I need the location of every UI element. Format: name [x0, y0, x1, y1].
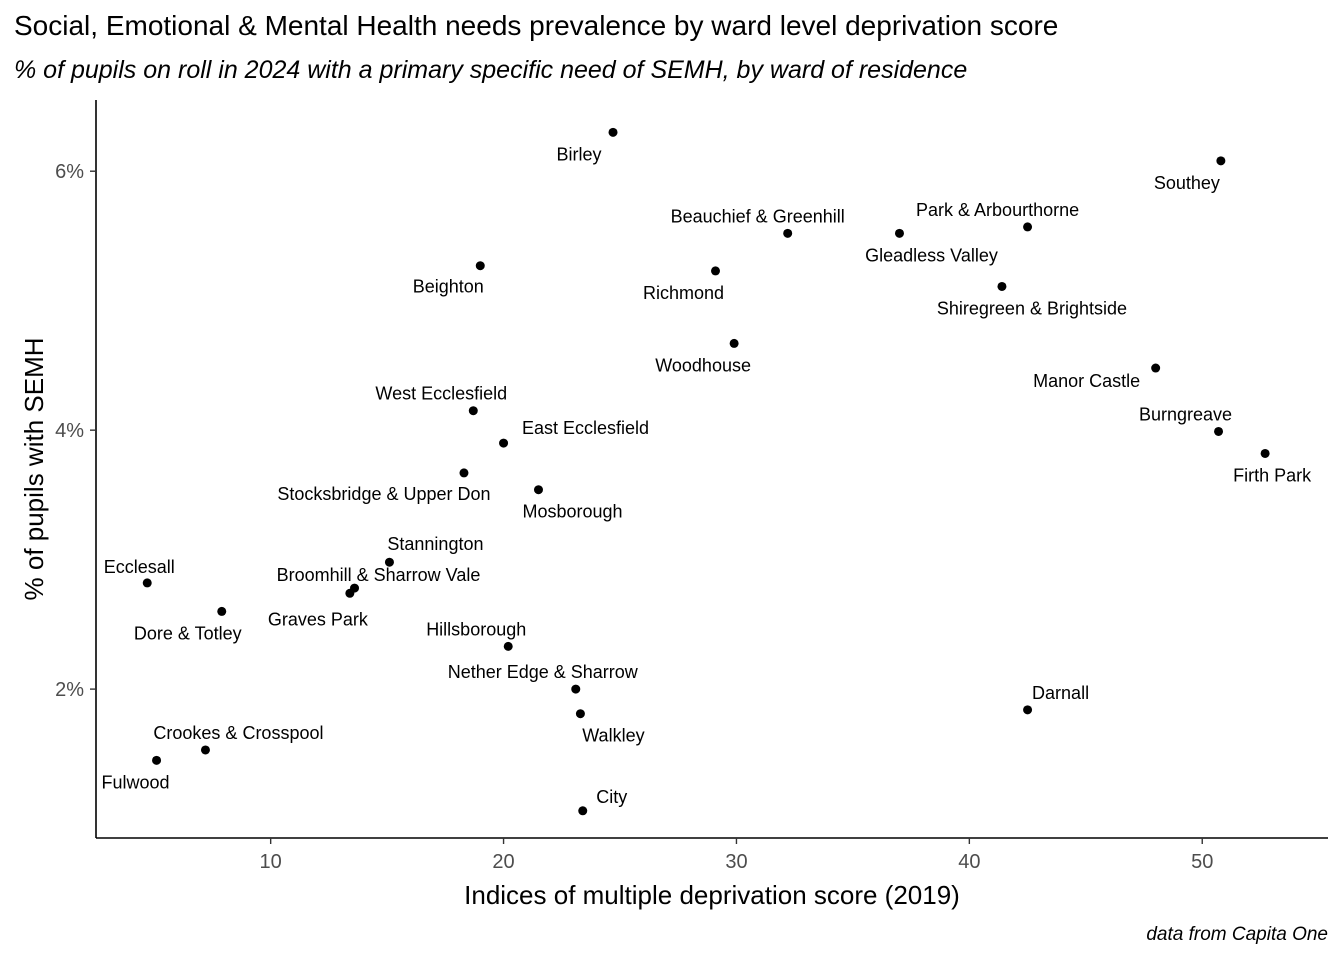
data-point: [152, 755, 162, 765]
data-point: [217, 606, 227, 616]
data-point: [1151, 363, 1161, 373]
point-label: Walkley: [582, 726, 644, 746]
x-axis-title: Indices of multiple deprivation score (2…: [464, 880, 960, 910]
data-point: [468, 406, 478, 416]
data-point: [533, 485, 543, 495]
point-label: Darnall: [1032, 683, 1089, 703]
point-label: Mosborough: [522, 502, 622, 522]
x-tick-label: 10: [260, 851, 282, 873]
chart-caption: data from Capita One: [1146, 924, 1328, 945]
data-point: [1260, 448, 1270, 458]
y-tick-label: 4%: [55, 420, 84, 442]
data-point: [384, 557, 394, 567]
axes: 10 20 30 40 50 2% 4% 6%: [55, 100, 1328, 873]
data-point: [710, 266, 720, 276]
point-label: Stocksbridge & Upper Don: [277, 484, 490, 504]
point-label: Beauchief & Greenhill: [671, 206, 845, 226]
data-point: [503, 641, 513, 651]
data-point: [475, 261, 485, 271]
point-label: Shiregreen & Brightside: [937, 298, 1127, 318]
data-point: [997, 281, 1007, 291]
data-point: [578, 806, 588, 816]
data-point: [499, 438, 509, 448]
data-point: [200, 745, 210, 755]
data-point: [783, 228, 793, 238]
data-point: [571, 684, 581, 694]
data-point: [894, 228, 904, 238]
point-label: East Ecclesfield: [522, 418, 649, 438]
point-label: Woodhouse: [655, 355, 751, 375]
data-point: [142, 578, 152, 588]
y-tick-label: 6%: [55, 161, 84, 183]
chart-subtitle: % of pupils on roll in 2024 with a prima…: [14, 56, 968, 84]
data-point: [1214, 426, 1224, 436]
chart-title: Social, Emotional & Mental Health needs …: [14, 10, 1059, 41]
point-label: Fulwood: [102, 772, 170, 792]
point-label: West Ecclesfield: [375, 384, 507, 404]
data-point: [459, 468, 469, 478]
point-label: Crookes & Crosspool: [153, 723, 323, 743]
data-point: [345, 588, 355, 598]
x-tick-label: 20: [492, 851, 514, 873]
point-label: Nether Edge & Sharrow: [448, 662, 639, 682]
point-label: Burngreave: [1139, 404, 1232, 424]
point-label: Stannington: [387, 534, 483, 554]
point-label: Dore & Totley: [134, 623, 242, 643]
x-tick-label: 50: [1191, 851, 1213, 873]
point-label: Graves Park: [268, 609, 369, 629]
data-point: [575, 709, 585, 719]
point-label: Ecclesall: [104, 557, 175, 577]
point-label: Southey: [1154, 173, 1220, 193]
x-tick-label: 40: [958, 851, 980, 873]
point-label: Manor Castle: [1033, 371, 1140, 391]
point-labels: Birley Southey Beauchief & Greenhill Gleadl…: [102, 144, 1313, 806]
data-points: [142, 127, 1270, 816]
point-label: Richmond: [643, 283, 724, 303]
data-point: [729, 338, 739, 348]
y-axis-title: % of pupils with SEMH: [19, 338, 49, 601]
point-label: Firth Park: [1233, 465, 1312, 485]
x-tick-label: 30: [725, 851, 747, 873]
point-label: Birley: [557, 144, 602, 164]
point-label: Broomhill & Sharrow Vale: [277, 565, 481, 585]
point-label: Park & Arbourthorne: [916, 200, 1079, 220]
data-point: [608, 127, 618, 137]
point-label: Hillsborough: [426, 619, 526, 639]
point-label: City: [596, 787, 627, 807]
point-label: Beighton: [413, 277, 484, 297]
data-point: [1023, 705, 1033, 715]
data-point: [1023, 222, 1033, 232]
y-tick-label: 2%: [55, 679, 84, 701]
data-point: [1216, 156, 1226, 166]
point-label: Gleadless Valley: [865, 245, 998, 265]
